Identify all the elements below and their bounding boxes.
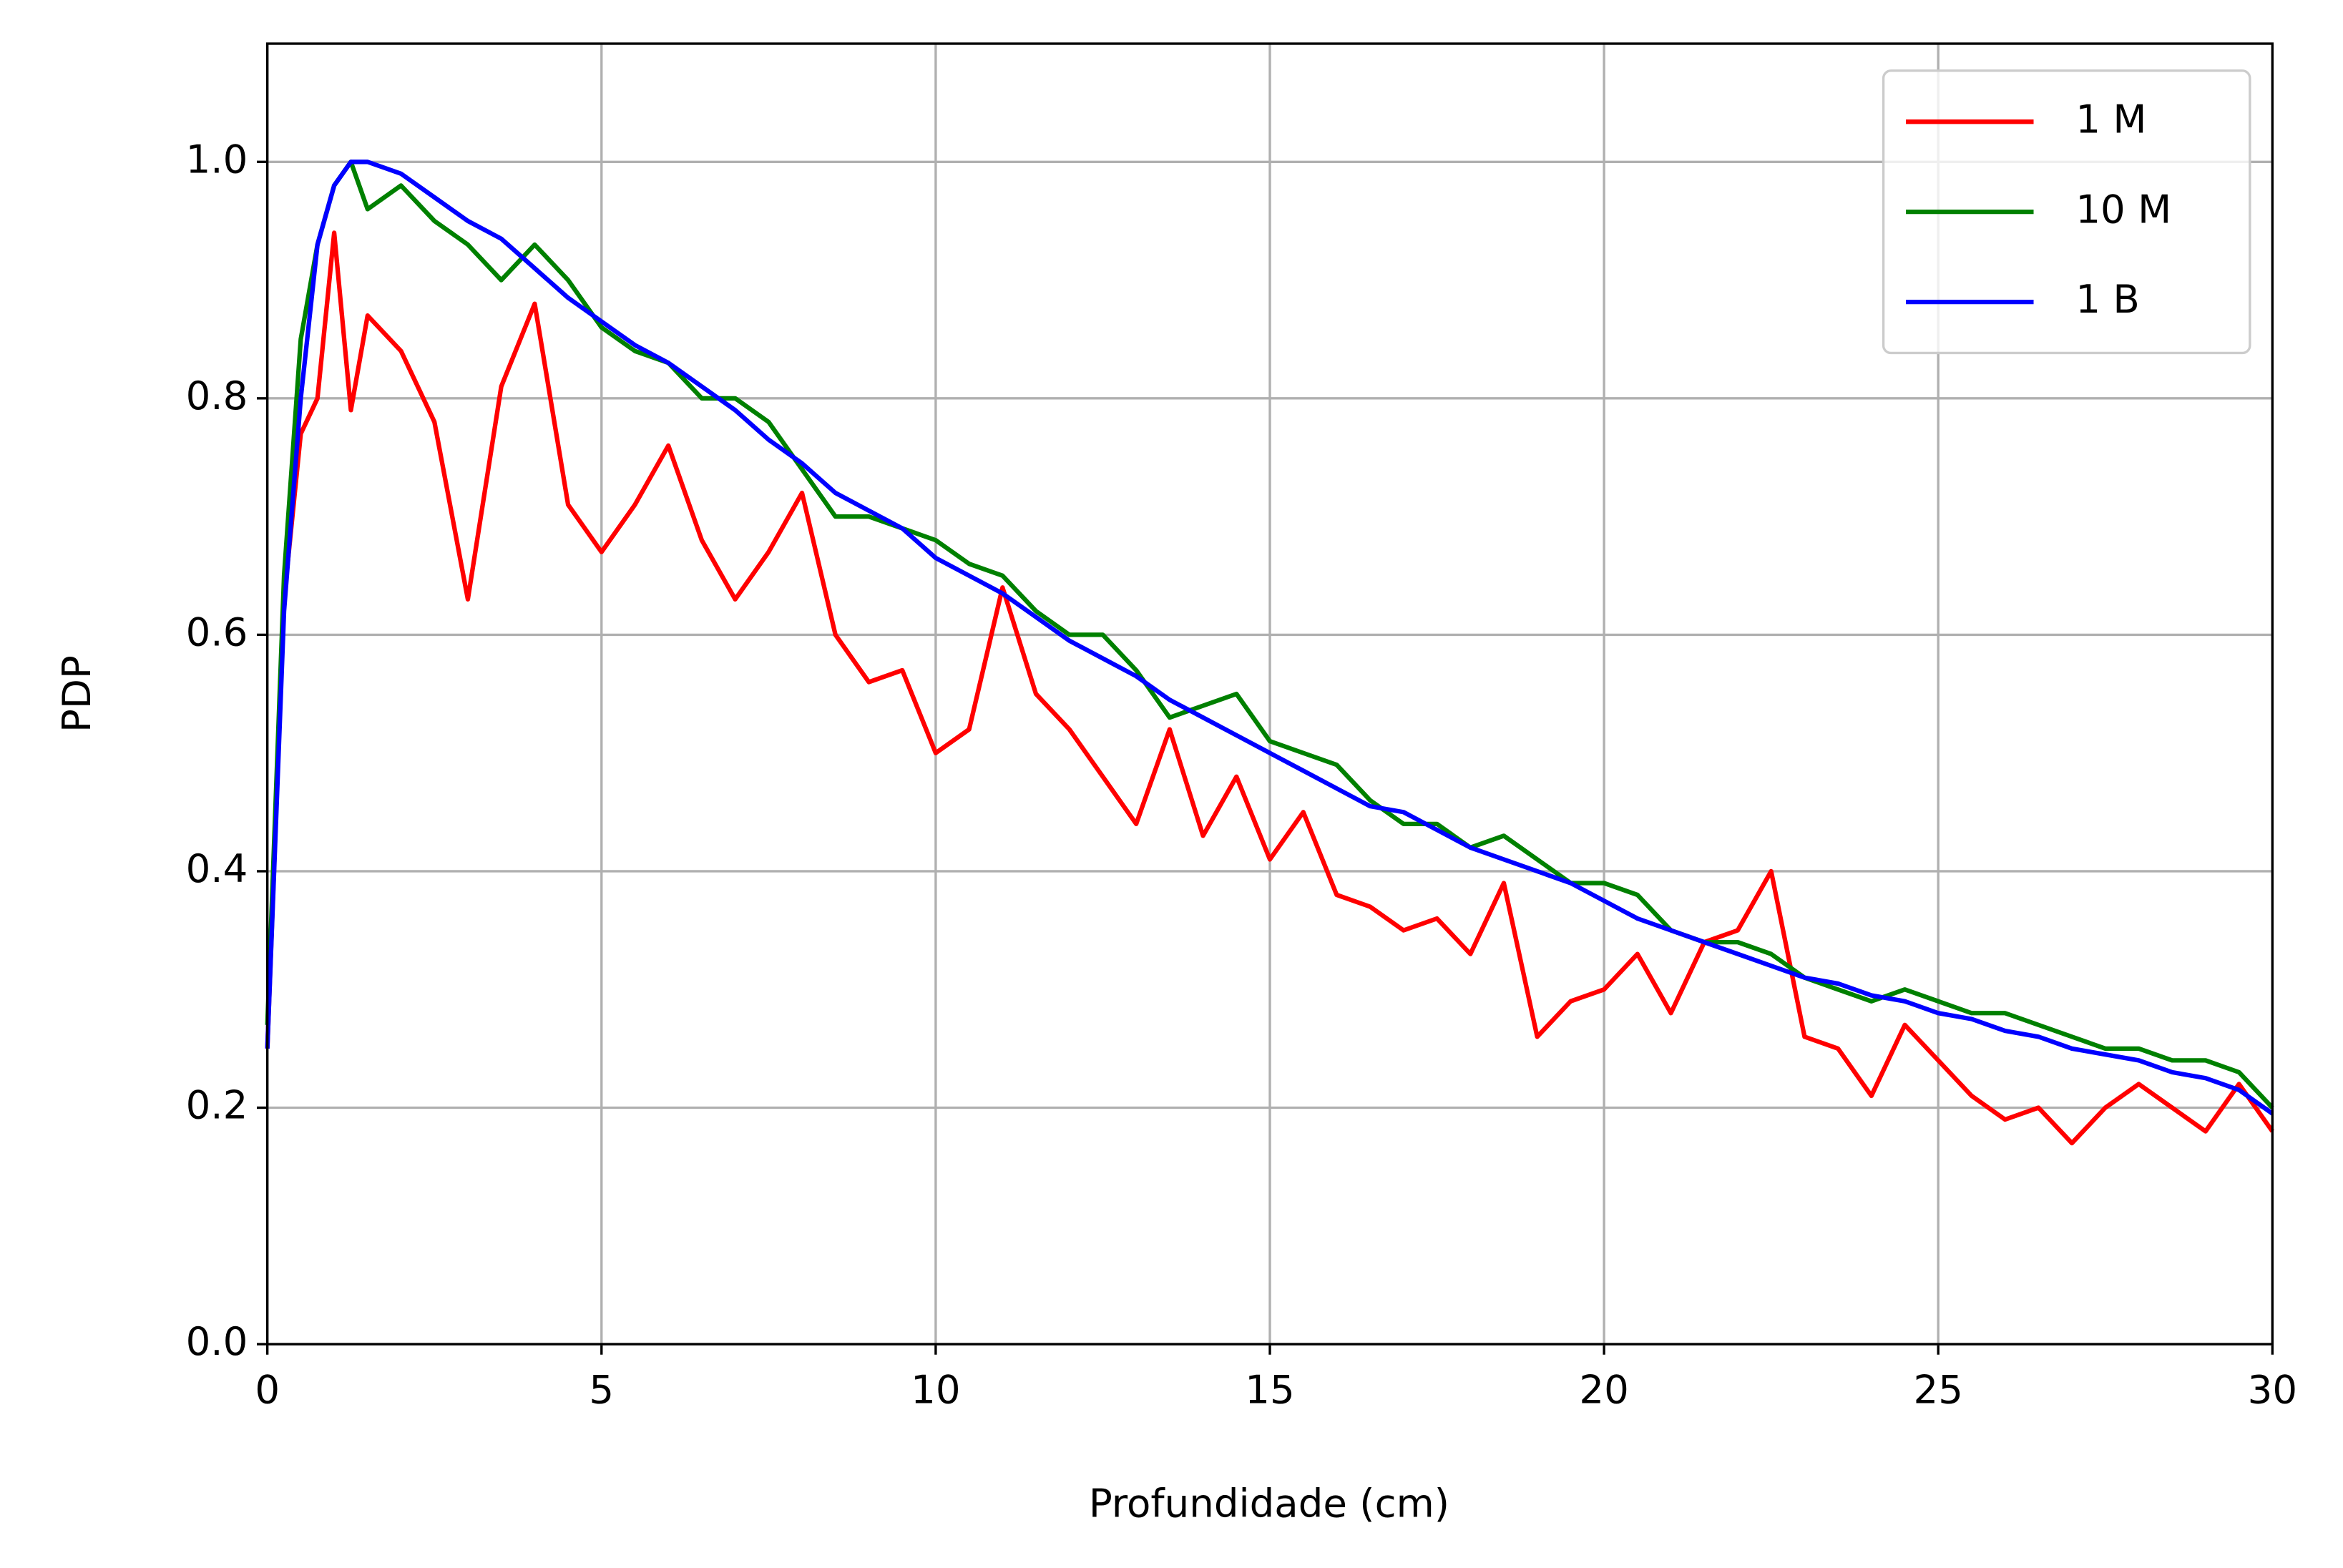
x-tick-label: 25 (1913, 1366, 1962, 1412)
data-line (265, 230, 2274, 1146)
y-tick-label: 1.0 (186, 136, 248, 182)
x-tick-label: 10 (911, 1366, 960, 1412)
y-axis-label: PDP (54, 655, 99, 732)
legend-label: 10 M (2075, 186, 2171, 232)
x-axis-label: Profundidade (cm) (1089, 1480, 1449, 1526)
x-tick-label: 0 (255, 1366, 280, 1412)
data-line (265, 160, 2274, 1116)
legend-label: 1 B (2075, 276, 2140, 322)
x-tick-label: 15 (1245, 1366, 1294, 1412)
legend: 1 M 10 M 1 B (1882, 69, 2251, 355)
y-tick-label: 0.2 (186, 1082, 248, 1128)
plot-frame (266, 42, 2274, 1346)
y-tick-label: 0.0 (186, 1318, 248, 1364)
x-tick-label: 30 (2248, 1366, 2297, 1412)
y-tick-label: 0.6 (186, 609, 248, 655)
x-tick-label: 20 (1579, 1366, 1628, 1412)
data-line (265, 160, 2274, 1109)
y-tick-label: 0.4 (186, 846, 248, 891)
legend-label: 1 M (2075, 96, 2146, 142)
x-tick-label: 5 (589, 1366, 614, 1412)
legend-box (1882, 69, 2251, 355)
y-tick-label: 0.8 (186, 373, 248, 418)
